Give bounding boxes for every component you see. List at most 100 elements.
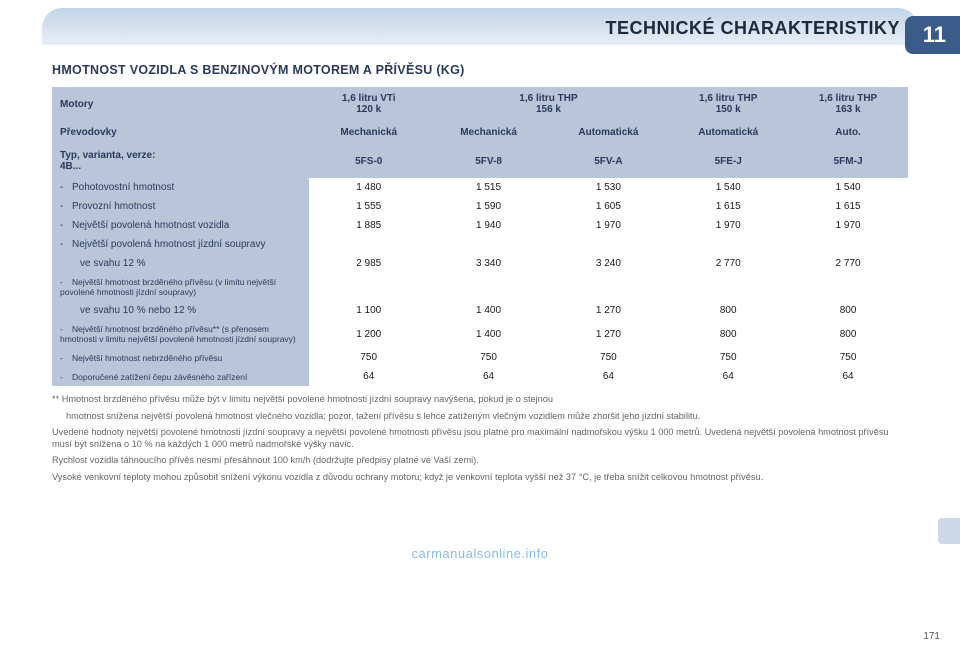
th-code-2: 5FV-8 bbox=[429, 144, 549, 178]
th-motory: Motory bbox=[52, 87, 309, 121]
cell bbox=[668, 273, 788, 301]
row-label: -Největší hmotnost brzděného přívěsu** (… bbox=[52, 320, 309, 348]
cell bbox=[429, 273, 549, 301]
cell: 1 615 bbox=[788, 197, 908, 216]
page-number-bottom: 171 bbox=[923, 631, 940, 642]
cell: 1 270 bbox=[548, 320, 668, 348]
th-code-1: 5FS-0 bbox=[309, 144, 429, 178]
cell: 800 bbox=[668, 320, 788, 348]
th-gear-3: Automatická bbox=[548, 121, 668, 144]
th-gear-1: Mechanická bbox=[309, 121, 429, 144]
row-label: -Největší povolená hmotnost vozidla bbox=[52, 216, 309, 235]
footnote-3: Rychlost vozidla táhnoucího přívěs nesmí… bbox=[52, 455, 908, 467]
cell: 1 590 bbox=[429, 197, 549, 216]
table-row: -Největší povolená hmotnost jízdní soupr… bbox=[52, 235, 908, 254]
table-row: -Provozní hmotnost1 5551 5901 6051 6151 … bbox=[52, 197, 908, 216]
row-label: -Největší povolená hmotnost jízdní soupr… bbox=[52, 235, 309, 254]
cell: 800 bbox=[668, 301, 788, 320]
table-row: ve svahu 12 %2 9853 3403 2402 7702 770 bbox=[52, 254, 908, 273]
row-label: ve svahu 10 % nebo 12 % bbox=[52, 301, 309, 320]
cell: 64 bbox=[668, 367, 788, 386]
cell: 1 885 bbox=[309, 216, 429, 235]
cell: 1 270 bbox=[548, 301, 668, 320]
cell: 64 bbox=[429, 367, 549, 386]
row-label: -Pohotovostní hmotnost bbox=[52, 178, 309, 197]
cell: 1 615 bbox=[668, 197, 788, 216]
cell: 800 bbox=[788, 301, 908, 320]
footnote-2: Uvedené hodnoty největší povolené hmotno… bbox=[52, 427, 908, 450]
footnote-4: Vysoké venkovní teploty mohou způsobit s… bbox=[52, 472, 908, 484]
cell: 1 605 bbox=[548, 197, 668, 216]
cell: 3 240 bbox=[548, 254, 668, 273]
cell: 2 770 bbox=[788, 254, 908, 273]
cell: 1 200 bbox=[309, 320, 429, 348]
cell bbox=[309, 273, 429, 301]
table-row: -Největší hmotnost brzděného přívěsu (v … bbox=[52, 273, 908, 301]
cell: 750 bbox=[309, 348, 429, 367]
row-label: -Doporučené zatížení čepu závěsného zaří… bbox=[52, 367, 309, 386]
row-label: ve svahu 12 % bbox=[52, 254, 309, 273]
cell: 1 100 bbox=[309, 301, 429, 320]
cell: 1 970 bbox=[548, 216, 668, 235]
table-row: -Největší povolená hmotnost vozidla1 885… bbox=[52, 216, 908, 235]
chapter-number-tab: 11 bbox=[905, 16, 960, 54]
cell bbox=[788, 273, 908, 301]
cell: 1 540 bbox=[668, 178, 788, 197]
content: HMOTNOST VOZIDLA S BENZINOVÝM MOTOREM A … bbox=[42, 45, 918, 386]
cell: 2 770 bbox=[668, 254, 788, 273]
table-row: -Největší hmotnost nebrzděného přívěsu75… bbox=[52, 348, 908, 367]
cell: 1 530 bbox=[548, 178, 668, 197]
footnote-1a: ** Hmotnost brzděného přívěsu může být v… bbox=[52, 394, 908, 406]
cell: 750 bbox=[788, 348, 908, 367]
watermark: carmanualsonline.info bbox=[0, 546, 960, 561]
footnote-1b: hmotnost snížena největší povolená hmotn… bbox=[52, 411, 908, 423]
cell: 3 340 bbox=[429, 254, 549, 273]
cell: 1 400 bbox=[429, 301, 549, 320]
cell bbox=[548, 235, 668, 254]
cell: 2 985 bbox=[309, 254, 429, 273]
cell: 64 bbox=[788, 367, 908, 386]
th-engine-3: 1,6 litru THP 150 k bbox=[668, 87, 788, 121]
cell: 1 400 bbox=[429, 320, 549, 348]
th-code-3: 5FV-A bbox=[548, 144, 668, 178]
table-body: -Pohotovostní hmotnost1 4801 5151 5301 5… bbox=[52, 178, 908, 386]
cell bbox=[548, 273, 668, 301]
th-typ: Typ, varianta, verze: 4B... bbox=[52, 144, 309, 178]
table-row: ve svahu 10 % nebo 12 %1 1001 4001 27080… bbox=[52, 301, 908, 320]
cell: 1 555 bbox=[309, 197, 429, 216]
th-engine-1: 1,6 litru VTi 120 k bbox=[309, 87, 429, 121]
side-tab bbox=[938, 518, 960, 544]
th-engine-4: 1,6 litru THP 163 k bbox=[788, 87, 908, 121]
weights-table: Motory 1,6 litru VTi 120 k 1,6 litru THP… bbox=[52, 87, 908, 386]
cell: 750 bbox=[548, 348, 668, 367]
footnotes: ** Hmotnost brzděného přívěsu může být v… bbox=[42, 394, 918, 483]
cell bbox=[429, 235, 549, 254]
cell: 750 bbox=[668, 348, 788, 367]
table-row: -Pohotovostní hmotnost1 4801 5151 5301 5… bbox=[52, 178, 908, 197]
header-bar: TECHNICKÉ CHARAKTERISTIKY bbox=[42, 8, 918, 45]
cell: 1 515 bbox=[429, 178, 549, 197]
th-code-5: 5FM-J bbox=[788, 144, 908, 178]
th-gear-5: Auto. bbox=[788, 121, 908, 144]
row-label: -Provozní hmotnost bbox=[52, 197, 309, 216]
cell: 1 970 bbox=[788, 216, 908, 235]
cell: 750 bbox=[429, 348, 549, 367]
cell: 1 540 bbox=[788, 178, 908, 197]
th-gear-4: Automatická bbox=[668, 121, 788, 144]
table-row: -Doporučené zatížení čepu závěsného zaří… bbox=[52, 367, 908, 386]
row-label: -Největší hmotnost nebrzděného přívěsu bbox=[52, 348, 309, 367]
th-engine-2: 1,6 litru THP 156 k bbox=[429, 87, 669, 121]
cell bbox=[668, 235, 788, 254]
th-gear-2: Mechanická bbox=[429, 121, 549, 144]
cell bbox=[788, 235, 908, 254]
th-prevodovky: Převodovky bbox=[52, 121, 309, 144]
cell: 800 bbox=[788, 320, 908, 348]
cell: 64 bbox=[309, 367, 429, 386]
th-code-4: 5FE-J bbox=[668, 144, 788, 178]
subtitle: HMOTNOST VOZIDLA S BENZINOVÝM MOTOREM A … bbox=[52, 63, 908, 77]
cell bbox=[309, 235, 429, 254]
row-label: -Největší hmotnost brzděného přívěsu (v … bbox=[52, 273, 309, 301]
cell: 1 480 bbox=[309, 178, 429, 197]
table-row: -Největší hmotnost brzděného přívěsu** (… bbox=[52, 320, 908, 348]
cell: 1 940 bbox=[429, 216, 549, 235]
